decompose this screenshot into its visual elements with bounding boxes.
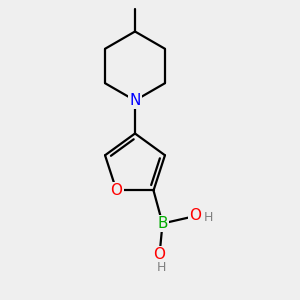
Text: O: O xyxy=(190,208,202,224)
Text: B: B xyxy=(157,216,168,231)
Text: N: N xyxy=(129,93,141,108)
Text: O: O xyxy=(110,183,122,198)
Text: H: H xyxy=(203,211,213,224)
Text: H: H xyxy=(156,261,166,274)
Text: O: O xyxy=(154,248,166,262)
